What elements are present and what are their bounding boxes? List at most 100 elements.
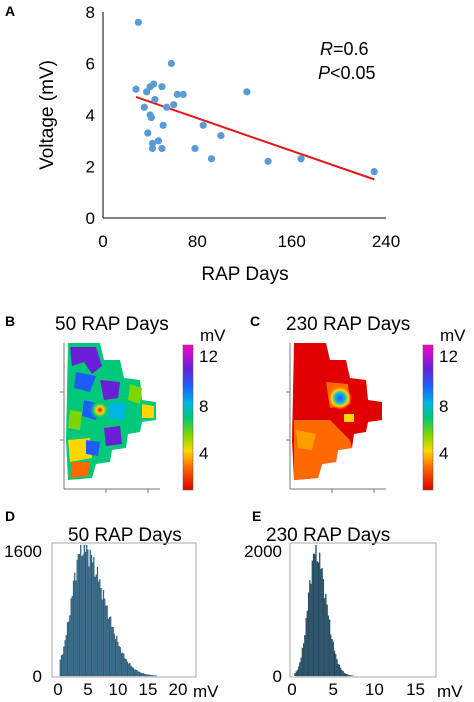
panel-b-heatmap <box>66 343 156 480</box>
panel-d-bar <box>68 621 70 677</box>
panel-e: E 230 RAP Days 2000 0 0 5 10 15 mV <box>244 508 463 701</box>
panel-e-bar <box>331 638 333 677</box>
panel-d-bar <box>63 646 65 677</box>
panel-a-point <box>148 144 157 153</box>
panel-a-stat-r: R=0.6 <box>320 39 369 59</box>
panel-d-bar <box>78 554 81 677</box>
panel-a-point <box>173 90 181 98</box>
panel-a-point <box>158 83 166 91</box>
panel-d-bar <box>82 554 84 677</box>
panel-d-bar <box>105 605 107 677</box>
panel-d-bar <box>94 576 96 677</box>
panel-c-colorbar-label: mV <box>440 326 466 345</box>
panel-d-bar <box>111 626 113 677</box>
panel-a-point <box>158 144 166 153</box>
panel-e-bar <box>296 670 299 677</box>
panel-a-y-tick-label: 8 <box>86 3 95 22</box>
panel-d-x-tick-label: 5 <box>83 680 92 699</box>
panel-d-bar <box>149 674 151 677</box>
panel-e-bar <box>307 592 310 677</box>
panel-d-bar <box>101 599 103 677</box>
panel-d-bar <box>95 574 97 677</box>
panel-a-point <box>134 18 142 26</box>
panel-d-bar <box>60 655 63 677</box>
panel-c-colorbar-tick: 8 <box>439 397 448 416</box>
panel-c-colorbar-tick: 4 <box>439 444 448 463</box>
panel-d-bar <box>74 572 76 677</box>
panel-e-bar <box>347 674 349 677</box>
panel-letter-d: D <box>5 508 15 524</box>
panel-e-bar <box>305 617 307 677</box>
panel-b-colorbar-tick: 12 <box>199 347 218 366</box>
panel-d-bar <box>93 556 95 677</box>
panel-e-title: 230 RAP Days <box>266 525 390 546</box>
panel-e-bar <box>345 673 347 677</box>
panel-e-x-tick-label: 15 <box>406 680 425 699</box>
panel-d-bar <box>124 658 126 677</box>
panel-e-bar <box>337 663 339 677</box>
panel-e-bar <box>348 675 350 677</box>
panel-letter-c: C <box>250 313 260 329</box>
panel-a-y-tick-label: 6 <box>86 55 95 74</box>
panel-a-point <box>370 168 378 176</box>
panel-d-bar <box>125 659 127 677</box>
panel-d-bar <box>62 654 64 677</box>
panel-e-bar <box>311 560 313 677</box>
panel-letter-a: A <box>5 3 15 19</box>
panel-d-bar <box>92 562 94 677</box>
panel-c-heatmap <box>292 343 382 480</box>
panel-d-bar <box>65 635 67 677</box>
panel-e-x-axis-label: mV <box>437 682 463 701</box>
panel-d-bar <box>64 640 66 677</box>
panel-d-bar <box>129 663 131 677</box>
panel-a-points <box>132 18 378 176</box>
panel-a-trendline <box>135 96 375 181</box>
panel-e-bar <box>300 657 302 677</box>
panel-a-point <box>207 155 216 163</box>
panel-d-bar <box>130 665 132 677</box>
panel-c-title: 230 RAP Days <box>286 314 410 335</box>
panel-d-bar <box>86 544 88 677</box>
panel-c: C 230 RAP Days mV 12 8 4 <box>250 313 466 493</box>
panel-a-point <box>179 90 187 98</box>
panel-a-y-tick-label: 4 <box>86 106 95 125</box>
panel-a-point <box>151 95 159 104</box>
panel-b-title: 50 RAP Days <box>55 314 169 335</box>
panel-d-bar <box>141 673 143 677</box>
panel-b-colorbar-tick: 4 <box>199 444 208 463</box>
panel-d-bar <box>106 605 108 677</box>
panel-e-bar <box>317 562 320 677</box>
panel-e-bar <box>298 666 300 677</box>
panel-d-bar <box>119 647 121 677</box>
panel-d-bar <box>81 556 83 677</box>
panel-a-y-tick-label: 2 <box>86 158 95 177</box>
panel-d-bar <box>114 639 117 677</box>
panel-a-y-tick-labels: 0 2 4 6 8 <box>86 3 95 228</box>
panel-a-point <box>140 103 148 111</box>
panel-d-bar <box>89 549 91 677</box>
panel-a-x-tick-label: 0 <box>98 232 107 251</box>
panel-a-point <box>163 103 171 111</box>
panel-d-bar <box>83 544 85 677</box>
panel-e-bar <box>341 669 343 677</box>
panel-d-bar <box>143 673 145 677</box>
panel-e-bar <box>342 671 344 677</box>
panel-d-bar <box>75 580 77 677</box>
panel-a-x-tick-label: 160 <box>277 232 305 251</box>
panel-d-bar <box>104 598 106 677</box>
panel-e-x-tick-label: 10 <box>365 680 384 699</box>
panel-a-stat-p: P<0.05 <box>318 63 376 83</box>
panel-d-bar <box>108 617 111 677</box>
panel-d-bar <box>59 659 61 677</box>
panel-d-frame <box>51 542 197 678</box>
panel-e-bar <box>310 583 312 677</box>
panel-d-bar <box>140 672 142 677</box>
panel-e-bar <box>294 673 296 677</box>
panel-d-bar <box>126 661 129 677</box>
panel-e-bar <box>338 664 341 677</box>
panel-d-bar <box>142 673 144 677</box>
panel-e-bar <box>315 544 317 677</box>
panel-a-point <box>144 129 152 137</box>
panel-e-bar <box>328 619 331 677</box>
